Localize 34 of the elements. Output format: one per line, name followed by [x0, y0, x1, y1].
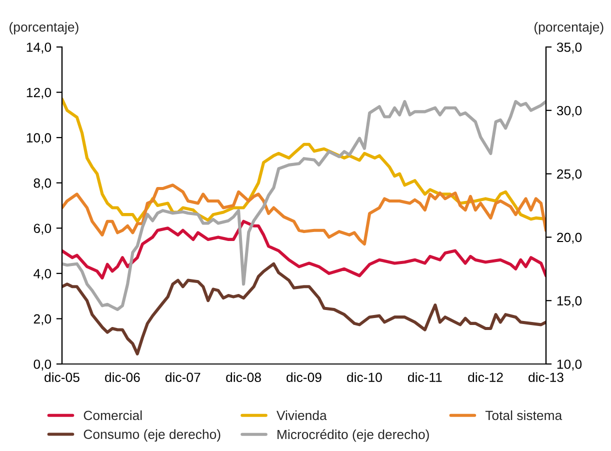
x-tick-label: dic-13 [528, 372, 564, 382]
x-tick-label: dic-09 [286, 372, 322, 382]
y2-tick-label: 15,0 [557, 296, 582, 308]
line-series [62, 100, 546, 312]
y2-tick-label: 10,0 [557, 360, 582, 370]
y-tick-label: 12,0 [26, 88, 52, 99]
y2-tick-label: 20,0 [557, 232, 582, 244]
y-tick-label: 10,0 [26, 133, 52, 144]
line-series [62, 184, 546, 246]
x-tick-label: dic-10 [347, 372, 382, 382]
x-tick-label: dic-08 [226, 372, 261, 382]
legend-label: Comercial [84, 410, 142, 420]
y-axis-title: (porcentaje) [10, 22, 78, 34]
x-tick-label: dic-06 [105, 372, 140, 382]
legend-label: Consumo (eje derecho) [84, 429, 220, 442]
y2-tick-label: 35,0 [556, 42, 582, 54]
y-tick-label: 0,0 [34, 360, 52, 370]
legend-label: Vivienda [276, 410, 327, 420]
y-tick-label: 2,0 [34, 314, 52, 326]
y-tick-label: 6,0 [34, 224, 52, 235]
line-series [62, 262, 546, 356]
x-tick-label: dic-12 [468, 372, 503, 382]
line-series [62, 220, 546, 280]
y-tick-label: 14,0 [26, 42, 52, 54]
y-tick-label: 8,0 [34, 178, 52, 190]
x-tick-label: dic-07 [166, 372, 200, 382]
y2-axis-title: (porcentaje) [534, 22, 604, 34]
x-tick-label: dic-05 [44, 372, 80, 382]
legend-label: Microcrédito (eje derecho) [278, 429, 429, 442]
y2-tick-label: 30,0 [556, 106, 582, 117]
legend-label: Total sistema [485, 410, 562, 420]
y2-tick-label: 25,0 [557, 169, 582, 180]
y-tick-label: 4,0 [34, 268, 52, 280]
x-tick-label: dic-11 [408, 372, 442, 382]
